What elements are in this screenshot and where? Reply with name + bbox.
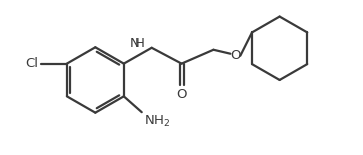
Text: N: N [130, 37, 140, 50]
Text: O: O [230, 49, 241, 62]
Text: H: H [135, 37, 145, 50]
Text: NH$_2$: NH$_2$ [144, 114, 170, 129]
Text: Cl: Cl [25, 57, 38, 70]
Text: O: O [176, 88, 187, 101]
